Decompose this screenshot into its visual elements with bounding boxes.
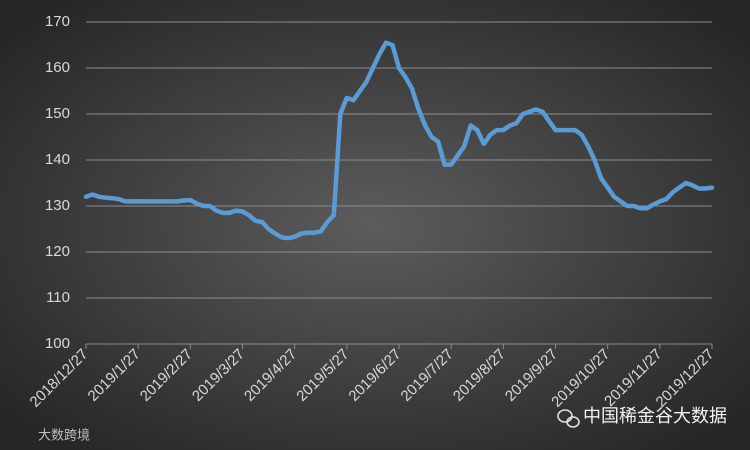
y-tick-label: 160 bbox=[45, 59, 70, 76]
wechat-icon bbox=[557, 409, 580, 428]
watermark: 大数跨境 bbox=[38, 427, 90, 442]
y-tick-label: 170 bbox=[45, 13, 70, 30]
y-tick-label: 110 bbox=[46, 289, 70, 306]
y-tick-label: 120 bbox=[45, 243, 70, 260]
y-tick-label: 130 bbox=[45, 197, 70, 214]
y-tick-label: 140 bbox=[45, 151, 70, 168]
y-tick-label: 100 bbox=[45, 335, 70, 352]
y-tick-label: 150 bbox=[45, 105, 70, 122]
line-series bbox=[83, 40, 715, 241]
watermark: 中国稀金谷大数据 bbox=[583, 406, 727, 426]
